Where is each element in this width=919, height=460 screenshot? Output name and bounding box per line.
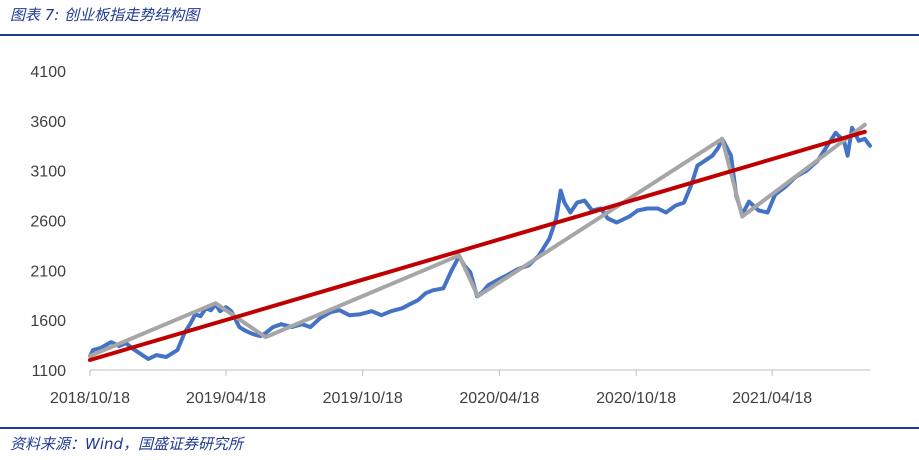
y-tick-label: 3100 xyxy=(30,164,66,181)
x-tick-label: 2020/04/18 xyxy=(459,390,539,407)
top-rule xyxy=(0,34,919,36)
y-tick-label: 1600 xyxy=(30,313,66,330)
y-tick-label: 1100 xyxy=(32,363,67,380)
figure-title: 图表 7: 创业板指走势结构图 xyxy=(10,6,200,24)
y-tick-label: 2600 xyxy=(30,214,66,231)
y-tick-label: 4100 xyxy=(30,64,66,81)
axes: 1100 1600 2100 2600 3100 3600 4100 2018/10/18 20… xyxy=(30,64,870,407)
series-line-structure xyxy=(88,122,867,358)
series-layer xyxy=(88,122,872,362)
x-tick-label: 2018/10/18 xyxy=(50,390,130,407)
source-note: 资料来源：Wind，国盛证券研究所 xyxy=(10,435,244,453)
x-tick-label: 2020/10/18 xyxy=(596,390,676,407)
x-tick-label: 2019/10/18 xyxy=(323,390,403,407)
y-tick-label: 2100 xyxy=(30,263,66,280)
y-tick-label: 3600 xyxy=(30,114,66,131)
x-tick-label: 2021/04/18 xyxy=(732,390,812,407)
series-line-trend xyxy=(88,129,867,362)
bottom-rule xyxy=(0,427,919,429)
x-tick-label: 2019/04/18 xyxy=(186,390,266,407)
